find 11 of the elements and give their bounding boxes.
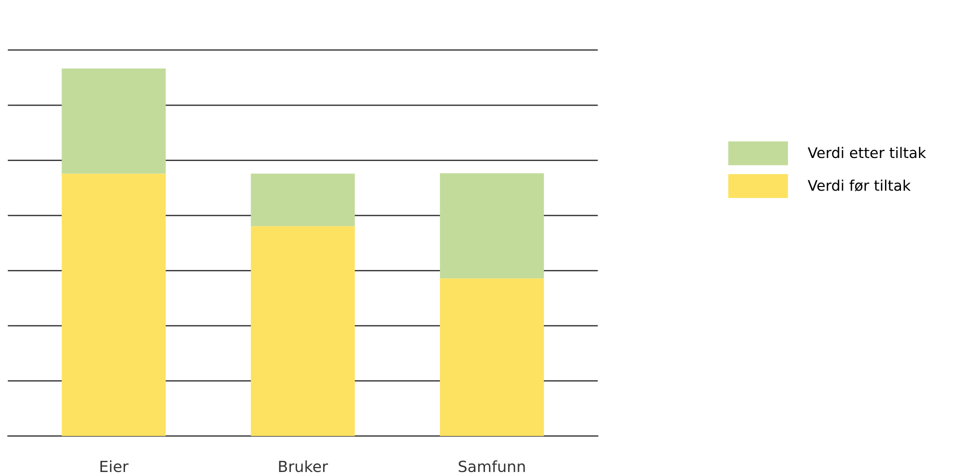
bar <box>250 226 355 436</box>
x-tick-label: Bruker <box>279 460 328 472</box>
legend-label: Verdi før tiltak <box>808 180 911 192</box>
bar <box>250 174 355 226</box>
x-tick-label: Samfunn <box>458 460 525 472</box>
legend-label: Verdi etter tiltak <box>808 146 926 158</box>
bar <box>62 174 166 436</box>
bar <box>440 278 544 436</box>
x-tick-label: Eier <box>100 460 129 472</box>
bar <box>440 173 544 278</box>
bar <box>62 68 166 174</box>
